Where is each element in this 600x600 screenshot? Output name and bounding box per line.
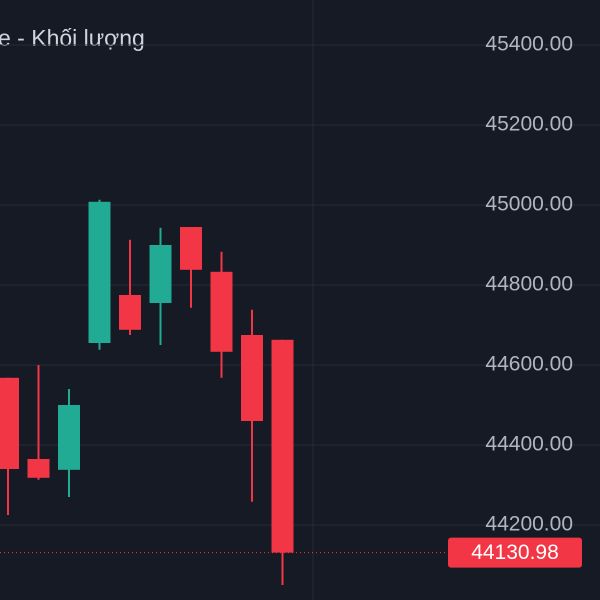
y-tick-label: 44200.00 — [485, 513, 573, 536]
candle-body — [0, 377, 19, 469]
y-tick-label: 45400.00 — [485, 33, 573, 56]
last-price-box — [448, 537, 582, 568]
y-tick-label: 44400.00 — [485, 433, 573, 456]
candle-body — [58, 405, 80, 470]
candle-body — [27, 459, 50, 478]
candle-body — [149, 245, 172, 303]
legend-text: e - Khối lượng — [0, 25, 145, 51]
last-price-label: 44130.98 — [471, 541, 559, 564]
y-tick-label: 44600.00 — [485, 353, 573, 376]
y-tick-label: 45200.00 — [485, 113, 573, 136]
candle-body — [88, 201, 111, 343]
candle-body — [271, 339, 294, 553]
candle-body — [180, 227, 202, 270]
y-tick-label: 45000.00 — [485, 193, 573, 216]
y-tick-label: 44800.00 — [485, 273, 573, 296]
candle-body — [210, 271, 233, 352]
candle-body — [241, 335, 263, 421]
candle-body — [119, 295, 141, 330]
